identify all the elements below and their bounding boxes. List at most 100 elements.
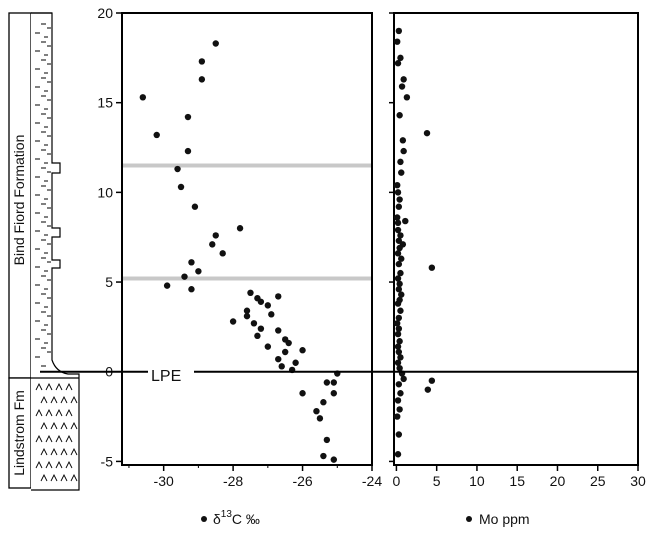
d13c-point (330, 390, 338, 397)
chert-glyph (70, 473, 78, 482)
d13c-point (264, 302, 272, 309)
mo-point (398, 255, 405, 262)
mo-legend: Mo ppm (466, 511, 530, 527)
d13c-point (219, 250, 226, 257)
mo-point (399, 137, 407, 144)
d13c-point (174, 165, 181, 173)
d13c-point (323, 436, 331, 444)
stratigraphic-column: Bind Fiord Formation Lindstrom Fm (8, 12, 80, 491)
mo-point (400, 375, 407, 383)
d13c-point (195, 268, 202, 275)
y-tick-label: -5 (101, 453, 114, 469)
mo-point (394, 60, 402, 67)
chert-glyph (45, 460, 53, 469)
mo-point (395, 260, 403, 268)
d13c-point (281, 348, 289, 356)
y-tick-label: 20 (97, 5, 113, 21)
chert-glyph (50, 473, 58, 482)
d13c-point (184, 147, 192, 155)
mo-point (395, 27, 403, 35)
mo-point (394, 320, 401, 327)
mo-point (394, 181, 401, 189)
mo-x-tick-label: 10 (469, 473, 485, 489)
mo-point (400, 147, 407, 155)
d13c-point (330, 379, 338, 386)
chert-glyph (55, 460, 63, 469)
mo-point (394, 343, 402, 350)
chert-glyph (70, 421, 78, 430)
mo-point (397, 158, 404, 166)
mo-plot-frame (393, 12, 639, 466)
mo-point (394, 219, 402, 227)
d13c-point (292, 359, 299, 366)
chert-pattern (35, 382, 78, 482)
upper-formation-label: Bind Fiord Formation (11, 135, 27, 266)
mo-x-tick-label: 5 (433, 473, 441, 489)
mo-point (394, 275, 402, 282)
d13c-point (264, 343, 272, 350)
d13c-point (153, 131, 160, 139)
mo-point (398, 291, 405, 298)
chert-glyph (50, 421, 58, 430)
d13c-x-axis: -30 -28 -26 -24 (128, 465, 382, 489)
chert-glyph (45, 408, 53, 417)
chert-glyph (55, 434, 63, 443)
mo-point (394, 250, 402, 257)
mo-point (394, 38, 401, 45)
mo-point (396, 280, 403, 288)
mo-point (402, 217, 409, 225)
mo-point (395, 381, 403, 388)
d13c-point (320, 452, 327, 460)
mo-point (394, 359, 402, 366)
d13c-point (209, 241, 216, 248)
chert-glyph (70, 447, 78, 456)
chert-glyph (40, 395, 48, 404)
mo-point (398, 83, 406, 90)
d13c-point (188, 259, 195, 266)
mo-point (428, 377, 436, 384)
mo-point (397, 269, 404, 277)
mo-x-tick-label: 30 (630, 473, 646, 489)
d13c-legend-marker (201, 516, 207, 522)
d13c-point (299, 390, 306, 397)
mo-point (423, 129, 431, 137)
mo-points (394, 27, 436, 458)
d13c-point (247, 289, 254, 297)
mo-point (396, 112, 403, 119)
mo-point (397, 354, 404, 361)
mo-point (396, 406, 403, 413)
mo-point (397, 390, 404, 397)
mo-point (395, 286, 403, 293)
d13c-point (316, 415, 324, 422)
y-tick-label: 10 (97, 184, 113, 200)
d13c-point (268, 311, 275, 318)
mo-panel: 0 5 10 15 20 25 30 Mo ppm (389, 12, 646, 527)
mo-point (395, 325, 403, 332)
d13c-point (323, 379, 331, 386)
mo-point (396, 364, 403, 372)
chert-glyph (50, 447, 58, 456)
y-tick-label: 15 (97, 95, 113, 111)
mo-point (394, 214, 401, 221)
d13c-point (285, 339, 292, 347)
mo-point (398, 169, 405, 176)
d13c-point (181, 273, 188, 280)
d13c-point (313, 407, 320, 415)
d13c-point (330, 456, 338, 463)
chert-glyph (65, 434, 73, 443)
chert-glyph (35, 408, 43, 417)
chert-glyph (65, 460, 73, 469)
chert-glyph (50, 395, 58, 404)
mo-x-axis: 0 5 10 15 20 25 30 (389, 12, 646, 489)
mo-point (397, 232, 404, 239)
d13c-point (278, 363, 285, 370)
d13c-point (229, 318, 237, 325)
mo-point (394, 226, 402, 234)
mo-point (396, 338, 403, 345)
d13c-point (198, 76, 206, 83)
mo-point (394, 397, 402, 404)
chert-glyph (40, 421, 48, 430)
chert-glyph (65, 382, 73, 391)
mo-point (394, 451, 402, 458)
